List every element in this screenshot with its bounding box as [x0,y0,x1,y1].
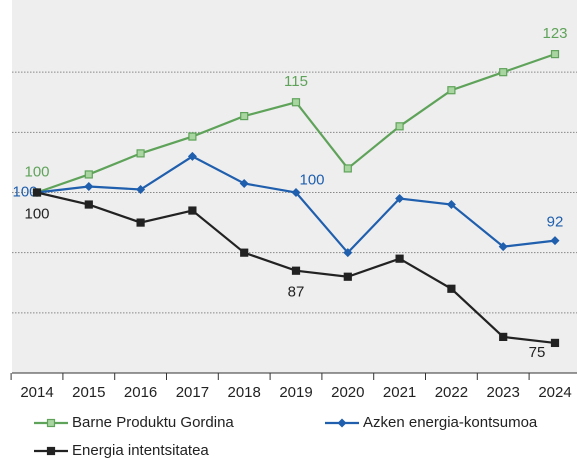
x-tick-label: 2021 [383,384,416,401]
marker [240,248,249,257]
x-tick-label: 2019 [279,384,312,401]
marker [550,50,560,59]
data-label: 100 [299,171,324,188]
marker [187,151,197,161]
x-tick-label: 2022 [435,384,468,401]
legend-label: Barne Produktu Gordina [72,414,234,431]
legend-label: Energia intentsitatea [72,442,209,459]
marker [550,236,560,246]
marker [239,178,249,188]
marker [395,122,404,131]
x-tick-label: 2024 [538,384,571,401]
legend-label: Azken energia-kontsumoa [363,414,538,431]
marker [136,184,146,194]
data-label: 123 [542,25,567,42]
x-tick-label: 2023 [487,384,520,401]
x-tick-label: 2017 [176,384,209,401]
marker [291,266,301,275]
data-label: 100 [24,163,49,180]
marker [550,338,560,348]
marker [447,86,456,95]
x-tick-label: 2014 [20,384,53,401]
marker [291,188,301,197]
x-tick-label: 2015 [72,384,105,401]
marker [84,200,93,209]
marker [84,170,93,179]
marker [46,446,56,456]
marker [395,194,405,204]
marker [499,68,508,77]
marker [446,200,456,210]
marker [343,272,352,281]
marker [136,218,145,227]
marker [291,98,301,107]
data-label: 92 [547,214,564,231]
marker [447,284,456,293]
data-label: 100 [12,183,37,200]
marker [136,149,145,158]
x-tick-label: 2018 [228,384,261,401]
marker [343,164,352,173]
marker [343,248,353,258]
marker [46,418,56,428]
marker [395,254,404,263]
marker [84,181,94,191]
x-tick-label: 2020 [331,384,364,401]
data-label: 100 [24,205,49,222]
x-tick-label: 2016 [124,384,157,401]
data-label: 115 [284,73,308,90]
data-label: 75 [529,344,546,361]
marker [188,132,197,141]
marker [240,111,249,121]
marker [498,242,508,252]
data-label: 87 [288,284,305,301]
marker [188,206,197,215]
marker [337,418,347,428]
marker [499,332,508,341]
marker [32,188,42,197]
